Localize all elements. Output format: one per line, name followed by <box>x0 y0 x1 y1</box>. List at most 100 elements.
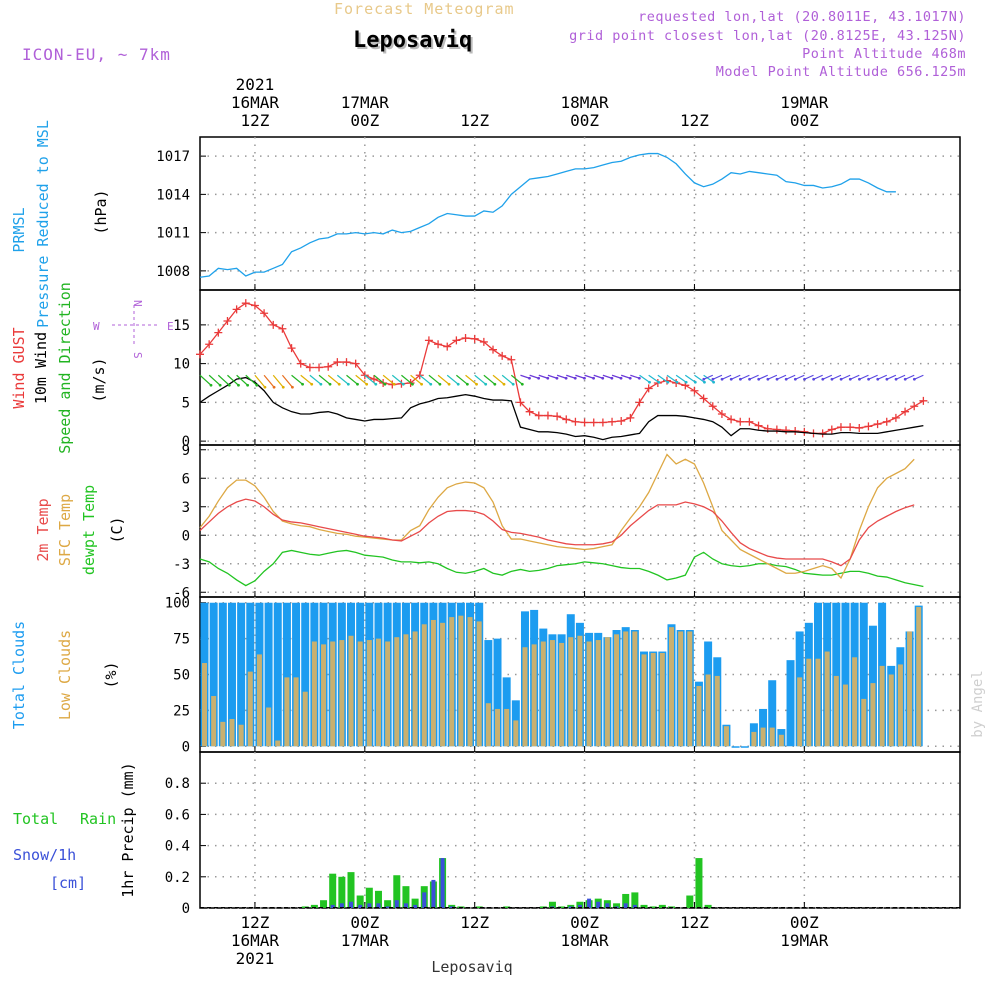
gust-marker <box>626 413 635 422</box>
wind-barb-head <box>657 380 661 384</box>
low-cloud-bar <box>549 640 555 747</box>
grid-point-coordinates: grid point closest lon,lat (20.8125E, 43… <box>569 28 966 44</box>
wind-gust-label: Wind GUST <box>10 327 28 408</box>
wind-direction-barb <box>749 374 759 380</box>
wind-barb-head <box>592 376 595 380</box>
snow-bar <box>413 904 418 908</box>
total-cloud-bar <box>841 602 850 747</box>
gust-marker <box>855 423 864 432</box>
wind-direction-barb <box>684 374 696 383</box>
wind-line <box>199 376 924 441</box>
top-time-label: 00Z <box>570 111 599 130</box>
wind-direction-barb <box>236 374 249 386</box>
rain-bar <box>640 904 648 908</box>
wind-direction-barb <box>776 374 787 380</box>
gust-marker <box>369 375 378 384</box>
top-time-label: 00Z <box>790 111 819 130</box>
bottom-time-label: 19MAR <box>780 931 829 950</box>
wind-barb-head <box>365 382 369 386</box>
pressure-line <box>199 152 896 278</box>
low-cloud-bar <box>293 677 299 747</box>
watermark: by Angel <box>970 670 986 737</box>
gust-marker <box>553 412 562 421</box>
low-cloud-bar <box>852 657 858 747</box>
rain-bar <box>704 904 712 908</box>
gust-marker <box>333 358 342 367</box>
dewpt-line <box>199 549 924 588</box>
gust-marker <box>507 355 516 364</box>
wind-direction-barb <box>758 374 768 380</box>
y-tick-label: 25 <box>173 703 190 719</box>
wind-direction-barb <box>419 374 432 385</box>
gust-marker <box>241 299 250 308</box>
wind-direction-barb <box>382 374 395 385</box>
gust-marker <box>873 420 882 429</box>
bottom-time-label: 2021 <box>236 949 275 968</box>
bottom-time-label: 18MAR <box>560 931 609 950</box>
wind-direction-barb <box>712 374 723 380</box>
bottom-time-label: 00Z <box>570 913 599 932</box>
wind-barb-head <box>537 376 541 380</box>
gust-marker <box>580 418 589 427</box>
wind-barb-head <box>255 383 259 387</box>
y-tick-label: 0.8 <box>165 776 190 792</box>
top-time-label: 18MAR <box>560 93 609 112</box>
hpa-unit-label: (hPa) <box>92 189 110 234</box>
wind-direction-barb <box>877 374 887 380</box>
low-cloud-bar <box>604 637 610 747</box>
y-tick-label: 1011 <box>156 226 190 242</box>
snow-bar <box>367 903 372 908</box>
wind-direction-barb <box>529 374 539 379</box>
rain-bar <box>695 858 703 908</box>
low-cloud-bar <box>403 634 409 747</box>
wind-barb-head <box>218 383 222 387</box>
gust-marker <box>205 340 214 349</box>
wind-barb-head <box>693 380 697 384</box>
wind-unit-label: (m/s) <box>90 357 108 402</box>
temp-labels: 2m Temp SFC Temp dewpt Temp (C) <box>34 485 126 575</box>
super-title: Forecast Meteogram <box>334 0 515 18</box>
wind-direction-barb <box>263 374 275 388</box>
gust-marker <box>836 423 845 432</box>
wind-direction-barb <box>501 374 514 385</box>
gust-marker <box>543 411 552 420</box>
top-time-label: 2021 <box>236 75 275 94</box>
wind-barb-head <box>520 382 524 386</box>
low-cloud-bar <box>275 740 281 747</box>
wind-barb-head <box>619 376 623 380</box>
bottom-time-label: 12Z <box>680 913 709 932</box>
gust-marker <box>434 340 443 349</box>
top-time-label: 12Z <box>680 111 709 130</box>
gust-marker <box>644 384 653 393</box>
low-cloud-bar <box>632 631 638 747</box>
gust-marker <box>791 427 800 436</box>
gust-marker <box>717 410 726 418</box>
wind-barb-head <box>720 377 724 381</box>
rain-bar <box>622 893 630 908</box>
station-title: Leposaviq <box>353 28 473 53</box>
top-time-label: 00Z <box>350 111 379 130</box>
wind-direction-barb <box>208 374 221 386</box>
wind-direction-barb <box>630 374 640 379</box>
top-time-label: 12Z <box>460 111 489 130</box>
wind-direction-barb <box>465 374 477 385</box>
wind-barb-head <box>583 376 586 380</box>
wind-direction-barb <box>483 374 496 385</box>
rain-bar <box>329 873 337 908</box>
gust-marker <box>891 413 900 422</box>
low-cloud-bar <box>668 627 674 747</box>
gust-marker <box>736 417 745 426</box>
snow-bar <box>376 903 381 908</box>
wind-barb-head <box>867 377 870 381</box>
rain-bar <box>338 876 346 908</box>
wind-direction-barb <box>456 374 468 385</box>
rain-bar <box>631 892 639 908</box>
gust-marker <box>598 418 607 427</box>
wind-barb-head <box>703 380 706 384</box>
pressure-msl-label: Pressure Reduced to MSL <box>34 120 52 328</box>
wind-barb-head <box>484 382 488 386</box>
low-cloud-bar <box>366 640 372 747</box>
snow-bar <box>632 904 637 908</box>
wind-direction-barb <box>556 374 567 379</box>
gust-marker <box>287 344 296 353</box>
